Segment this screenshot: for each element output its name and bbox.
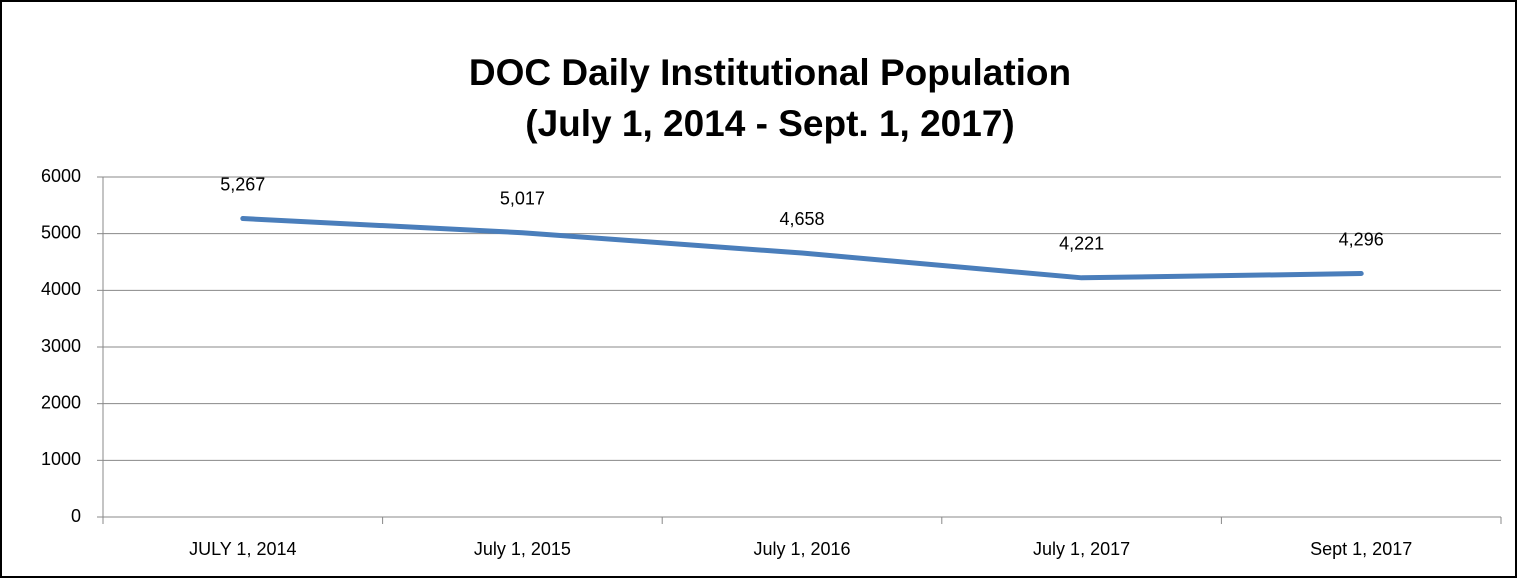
y-tick-label: 2000 xyxy=(41,392,81,412)
y-tick-label: 6000 xyxy=(41,166,81,186)
data-label: 5,017 xyxy=(500,188,545,208)
x-tick-label: Sept 1, 2017 xyxy=(1310,539,1412,559)
x-tick-label: July 1, 2017 xyxy=(1033,539,1130,559)
x-tick-label: JULY 1, 2014 xyxy=(189,539,296,559)
chart-title: (July 1, 2014 - Sept. 1, 2017) xyxy=(525,103,1014,144)
y-tick-label: 0 xyxy=(71,506,81,526)
chart-title: DOC Daily Institutional Population xyxy=(469,52,1071,93)
y-tick-label: 3000 xyxy=(41,336,81,356)
y-tick-label: 1000 xyxy=(41,449,81,469)
data-label: 4,221 xyxy=(1059,234,1104,254)
x-tick-label: July 1, 2016 xyxy=(753,539,850,559)
data-label: 5,267 xyxy=(220,174,265,194)
data-label: 4,658 xyxy=(779,209,824,229)
y-tick-label: 4000 xyxy=(41,279,81,299)
series-line xyxy=(240,216,1364,281)
data-label: 4,296 xyxy=(1339,229,1384,249)
x-tick-label: July 1, 2015 xyxy=(474,539,571,559)
y-tick-label: 5000 xyxy=(41,222,81,242)
